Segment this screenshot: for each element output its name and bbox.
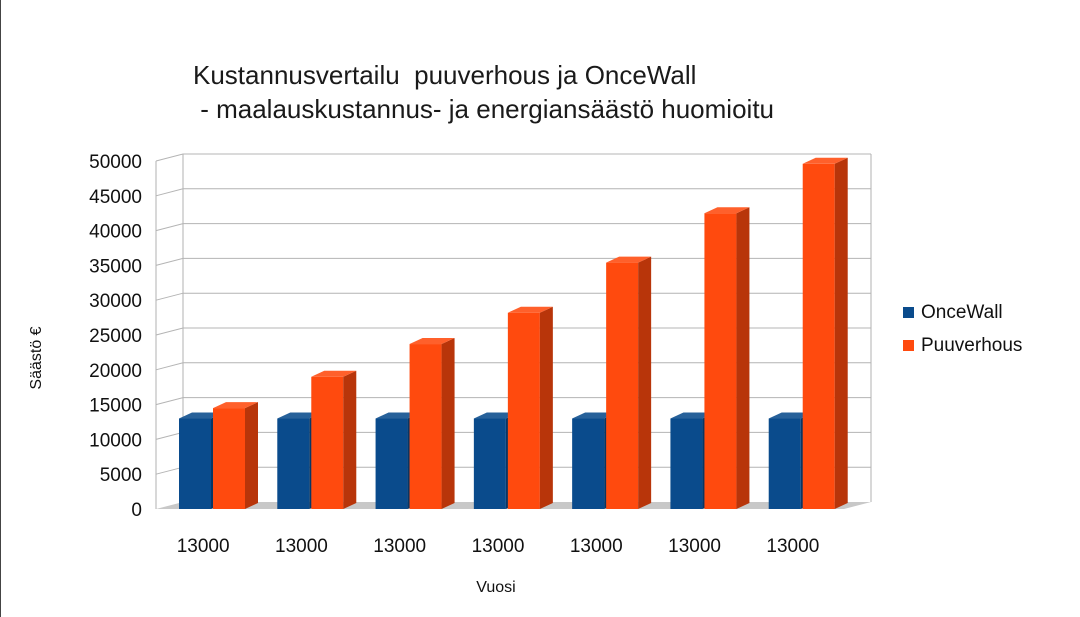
bar-top-face bbox=[606, 256, 652, 263]
y-tick-label: 45000 bbox=[89, 187, 142, 208]
legend-item-puuverhous: Puuverhous bbox=[903, 335, 1022, 356]
x-tick-label: 13000 bbox=[472, 536, 525, 557]
bar-top-face bbox=[179, 412, 224, 419]
bar-top-face bbox=[768, 412, 814, 419]
y-tick-label: 5000 bbox=[100, 465, 142, 486]
bar-puuverhous bbox=[606, 256, 652, 509]
gridline bbox=[155, 257, 871, 266]
bar-side-face bbox=[245, 402, 258, 509]
x-axis-ticks: 13000 13000 13000 13000 13000 13000 13000 bbox=[177, 536, 820, 557]
chart-title: Kustannusvertailu puuverhous ja OnceWall… bbox=[193, 60, 774, 124]
bar-puuverhous bbox=[704, 207, 750, 509]
bar-top-face bbox=[473, 412, 519, 419]
bar-top-face bbox=[704, 207, 750, 214]
bar-top-face bbox=[375, 412, 421, 419]
x-tick-label: 13000 bbox=[668, 536, 721, 557]
bar-front-face bbox=[572, 418, 605, 509]
gridline bbox=[155, 188, 871, 197]
gridline bbox=[155, 153, 871, 162]
y-tick-label: 50000 bbox=[89, 152, 142, 173]
bar-front-face bbox=[802, 163, 835, 509]
bar-puuverhous bbox=[311, 370, 357, 509]
bar-top-face bbox=[311, 370, 357, 377]
bar-front-face bbox=[473, 418, 506, 509]
legend-item-oncewall: OnceWall bbox=[903, 302, 1003, 323]
legend-label: OnceWall bbox=[921, 302, 1003, 323]
legend: OnceWall Puuverhous bbox=[903, 302, 1022, 356]
bar-front-face bbox=[670, 418, 703, 509]
bar-puuverhous bbox=[213, 402, 258, 509]
y-tick-label: 0 bbox=[131, 500, 142, 521]
x-axis-label: Vuosi bbox=[476, 579, 515, 596]
bar-side-face bbox=[343, 370, 357, 509]
x-tick-label: 13000 bbox=[275, 536, 328, 557]
y-axis-label: Säästö € bbox=[28, 326, 45, 389]
bar-front-face bbox=[507, 312, 540, 509]
x-tick-label: 13000 bbox=[177, 536, 230, 557]
bar-front-face bbox=[768, 418, 801, 509]
y-tick-label: 25000 bbox=[89, 326, 142, 347]
bar-puuverhous bbox=[802, 157, 848, 509]
bar-top-face bbox=[277, 412, 323, 419]
y-axis-ticks: 0 5000 10000 15000 20000 25000 30000 35000 40000… bbox=[89, 152, 142, 521]
y-tick-label: 40000 bbox=[89, 222, 142, 243]
legend-swatch bbox=[903, 340, 914, 351]
chart-title-line-2: - maalauskustannus- ja energiansäästö hu… bbox=[193, 94, 774, 124]
legend-label: Puuverhous bbox=[921, 335, 1022, 356]
bar-side-face bbox=[539, 306, 553, 509]
bar-front-face bbox=[213, 408, 245, 509]
bar-front-face bbox=[409, 344, 442, 509]
bar-top-face bbox=[507, 306, 553, 313]
bar-top-face bbox=[572, 412, 618, 419]
bar-top-face bbox=[802, 157, 848, 164]
x-tick-label: 13000 bbox=[766, 536, 819, 557]
y-tick-label: 10000 bbox=[89, 430, 142, 451]
legend-swatch bbox=[903, 307, 914, 318]
bar-puuverhous bbox=[409, 338, 455, 509]
y-tick-label: 30000 bbox=[89, 291, 142, 312]
x-tick-label: 13000 bbox=[373, 536, 426, 557]
x-tick-label: 13000 bbox=[570, 536, 623, 557]
bars bbox=[179, 157, 848, 509]
bar-front-face bbox=[606, 262, 639, 509]
gridline bbox=[155, 292, 871, 301]
bar-front-face bbox=[277, 418, 310, 509]
bar-front-face bbox=[704, 213, 737, 509]
bar-side-face bbox=[638, 256, 652, 509]
bar-front-face bbox=[179, 418, 211, 509]
bar-front-face bbox=[311, 376, 344, 509]
bar-puuverhous bbox=[507, 306, 553, 509]
bar-side-face bbox=[441, 338, 455, 509]
bar-top-face bbox=[670, 412, 716, 419]
bar-side-face bbox=[736, 207, 750, 509]
y-tick-label: 35000 bbox=[89, 256, 142, 277]
chart-title-line-1: Kustannusvertailu puuverhous ja OnceWall bbox=[193, 60, 696, 90]
bar-top-face bbox=[213, 402, 258, 409]
y-tick-label: 15000 bbox=[89, 396, 142, 417]
bar-side-face bbox=[834, 157, 848, 509]
bar-front-face bbox=[375, 418, 408, 509]
gridline bbox=[155, 223, 871, 232]
y-tick-label: 20000 bbox=[89, 361, 142, 382]
bar-top-face bbox=[409, 338, 455, 345]
